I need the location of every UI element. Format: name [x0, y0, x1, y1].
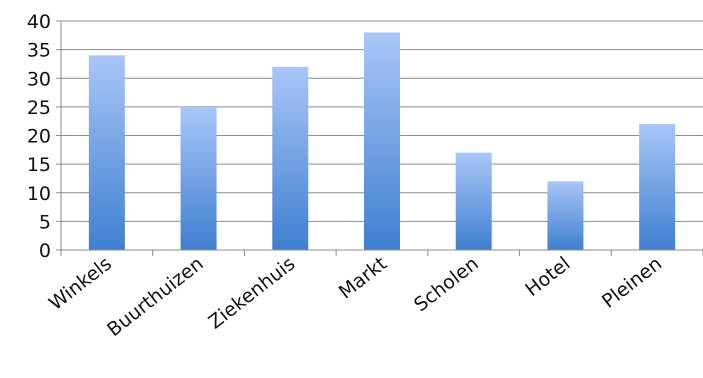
- y-tick-label: 15: [27, 154, 51, 176]
- category-label: Winkels: [45, 253, 116, 315]
- bar-ziekenhuis: [272, 66, 309, 250]
- y-tick-label: 40: [27, 11, 51, 33]
- bars: [88, 32, 676, 251]
- bar-winkels: [88, 55, 125, 250]
- y-tick-label: 0: [39, 240, 51, 262]
- y-axis-ticks: 0 5 10 15 20 25 30 35 40: [27, 11, 51, 262]
- y-tick-label: 25: [27, 97, 51, 119]
- y-tick-label: 30: [27, 68, 51, 90]
- category-label: Markt: [335, 253, 391, 304]
- bar-hotel: [547, 181, 584, 250]
- y-tick-label: 35: [27, 40, 51, 62]
- bar-pleinen: [639, 124, 676, 250]
- bar-buurthuizen: [180, 106, 217, 250]
- category-label: Hotel: [521, 253, 574, 301]
- y-tick-label: 10: [27, 183, 51, 205]
- bar-markt: [364, 32, 400, 251]
- category-label: Scholen: [410, 253, 483, 317]
- category-label: Pleinen: [598, 253, 666, 313]
- y-tick-label: 20: [27, 126, 51, 148]
- y-tick-label: 5: [39, 211, 51, 233]
- category-label: Buurthuizen: [103, 253, 208, 341]
- bar-scholen: [455, 152, 492, 250]
- axes: [56, 20, 703, 256]
- category-label: Ziekenhuis: [204, 253, 299, 334]
